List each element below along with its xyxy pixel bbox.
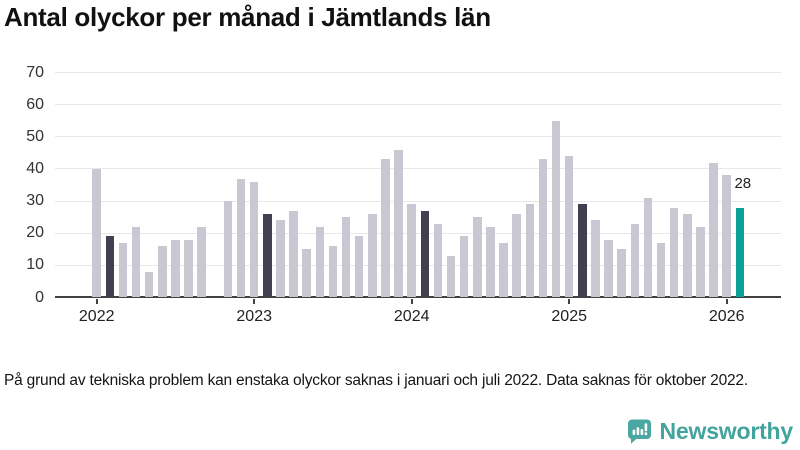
bar-2023-08 — [341, 217, 351, 298]
bar-2025-03 — [591, 220, 600, 298]
bar-2022-02 — [105, 236, 115, 298]
bar-2024-06 — [473, 217, 482, 298]
x-tick-2025 — [568, 299, 571, 304]
x-tick-label-2025: 2025 — [551, 308, 587, 325]
bar-2024-09 — [512, 213, 521, 298]
bar-2025-09 — [669, 207, 679, 298]
gridline-y20 — [55, 232, 781, 234]
page-title: Antal olyckor per månad i Jämtlands län — [4, 2, 491, 32]
bar-2022-11 — [223, 201, 233, 298]
y-tick-label-20: 20 — [26, 224, 44, 242]
newsworthy-bubble-chart-icon — [627, 419, 651, 444]
bar-2026-01 — [722, 175, 731, 298]
bar-2023-03 — [276, 220, 285, 298]
x-tick-2023 — [253, 299, 256, 304]
bar-2024-11 — [538, 159, 548, 298]
bar-2022-08 — [184, 239, 193, 298]
bar-2024-01 — [407, 204, 416, 298]
x-tick-label-2022: 2022 — [78, 308, 115, 325]
bar-2023-10 — [368, 213, 377, 298]
bar-2024-02 — [420, 210, 430, 298]
bar-2025-06 — [630, 223, 640, 298]
bar-2022-03 — [118, 242, 128, 298]
bar-2022-12 — [236, 178, 246, 298]
newsworthy-wordmark: Newsworthy — [659, 418, 794, 444]
bar-2025-01 — [564, 156, 574, 298]
bar-2025-07 — [643, 197, 653, 298]
y-tick-label-50: 50 — [26, 127, 44, 145]
gridline-y30 — [55, 200, 781, 202]
gridline-y70 — [55, 72, 781, 74]
bar-2022-04 — [131, 226, 141, 298]
y-tick-label-40: 40 — [26, 159, 44, 177]
bar-2022-01 — [92, 168, 101, 298]
x-tick-2024 — [410, 299, 413, 304]
bar-2023-01 — [249, 181, 259, 298]
bar-2024-10 — [525, 204, 535, 298]
bar-2025-04 — [604, 239, 613, 298]
bar-2023-05 — [302, 249, 311, 298]
bar-2024-08 — [499, 242, 508, 298]
x-tick-2026 — [725, 299, 728, 304]
bar-2022-09 — [197, 226, 206, 298]
y-tick-label-30: 30 — [26, 192, 44, 210]
footnote-text: På grund av tekniska problem kan enstaka… — [4, 372, 748, 389]
bar-2022-07 — [171, 239, 180, 298]
bar-2023-11 — [381, 159, 390, 298]
bar-2025-08 — [656, 242, 666, 298]
gridline-y40 — [55, 168, 781, 170]
bar-2024-12 — [551, 120, 561, 298]
bar-2025-10 — [683, 213, 692, 298]
bar-2022-05 — [144, 271, 154, 298]
x-axis-line — [55, 296, 781, 298]
bar-2022-06 — [158, 246, 167, 298]
bar-2024-07 — [486, 226, 495, 298]
newsworthy-logo: Newsworthy — [626, 418, 793, 445]
bar-2023-12 — [394, 149, 403, 298]
y-tick-label-10: 10 — [26, 256, 44, 274]
bar-2024-03 — [433, 223, 443, 298]
gridline-y60 — [55, 104, 781, 106]
gridline-y10 — [55, 264, 781, 266]
bar-2026-02 — [735, 207, 745, 298]
bar-2023-04 — [289, 210, 298, 298]
x-tick-label-2023: 2023 — [236, 308, 272, 325]
bar-2023-09 — [354, 236, 364, 298]
bar-2025-12 — [709, 162, 718, 298]
x-tick-label-2026: 2026 — [708, 308, 745, 325]
bar-2025-02 — [578, 204, 587, 298]
bar-2023-02 — [263, 213, 272, 298]
bar-2023-07 — [328, 246, 338, 298]
x-tick-2022 — [95, 299, 98, 304]
x-tick-label-2024: 2024 — [393, 308, 430, 325]
bar-2025-11 — [696, 226, 705, 298]
bar-2025-05 — [617, 249, 626, 298]
y-tick-label-0: 0 — [35, 288, 44, 306]
gridline-y50 — [55, 136, 781, 138]
y-tick-label-70: 70 — [26, 63, 44, 81]
bar-2024-04 — [446, 255, 456, 298]
y-tick-label-60: 60 — [26, 95, 44, 113]
bar-2024-05 — [459, 236, 469, 298]
current-value-label: 28 — [734, 174, 752, 192]
bar-2023-06 — [315, 226, 325, 298]
